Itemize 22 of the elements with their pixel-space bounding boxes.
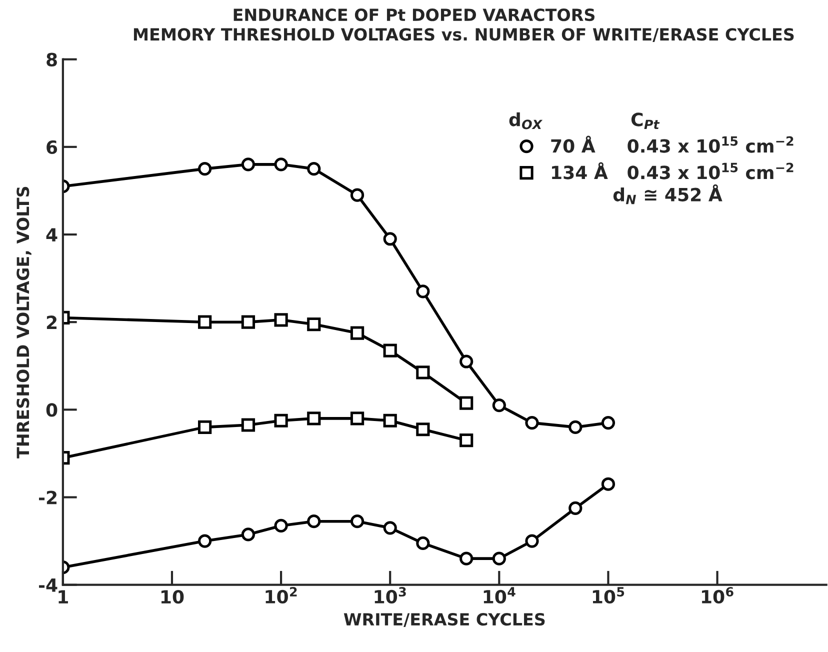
chart-title: ENDURANCE OF Pt DOPED VARACTORS (234, 8, 594, 22)
annotation: d$_{N}$ ≅ 452 Å (613, 184, 722, 204)
x-tick-label: 10$^{3}$ (374, 586, 406, 604)
x-tick-label: 10$^{4}$ (484, 587, 516, 604)
x-tick-label: 10$^{5}$ (592, 587, 624, 604)
y-tick-label: 6 (46, 140, 58, 154)
y-tick-label: 8 (46, 52, 57, 66)
y-tick-label: -4 (38, 578, 58, 592)
x-axis-title: WRITE/ERASE CYCLES (344, 613, 545, 627)
y-tick-label: 4 (46, 228, 58, 242)
x-tick-label: 10 (161, 590, 184, 604)
x-tick-label: 1 (58, 590, 68, 604)
y-tick-label: -2 (38, 490, 56, 504)
y-tick-label: 0 (46, 403, 58, 417)
chart-subtitle: MEMORY THRESHOLD VOLTAGES vs. NUMBER OF WRITE/ERASE CYCLES (134, 28, 794, 42)
x-tick-label: 10$^{6}$ (702, 586, 734, 604)
x-tick-label: 10$^{2}$ (266, 586, 297, 604)
y-axis-title: THRESHOLD VOLTAGE, VOLTS (16, 186, 32, 458)
text: d$_{OX}$ C$_{Pt}$ (509, 112, 660, 130)
legend-label: 134 Å 0.43 x 10$^{15}$ cm$^{−2}$ (552, 162, 794, 180)
legend-label: 70 Å 0.43 x 10$^{15}$ cm$^{−2}$ (551, 136, 794, 153)
y-tick-label: 2 (46, 316, 56, 329)
